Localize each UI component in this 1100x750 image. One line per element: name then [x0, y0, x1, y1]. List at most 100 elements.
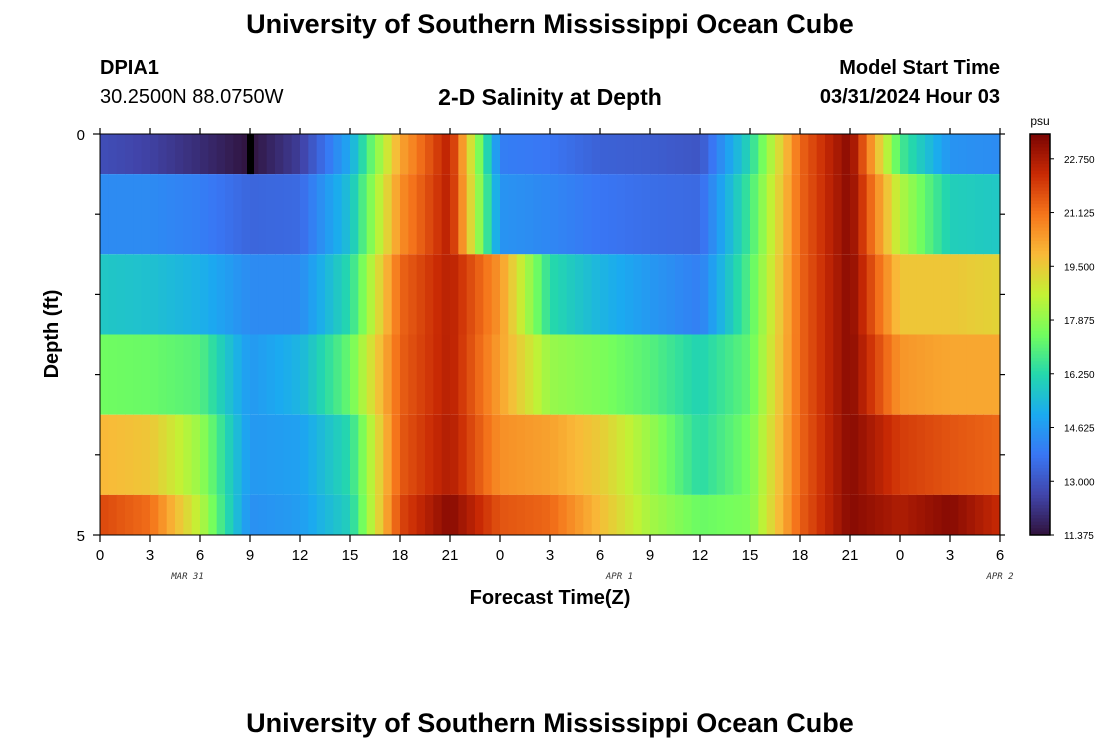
x-tick-label: 18 [392, 547, 409, 564]
heatmap-cell [283, 414, 293, 495]
heatmap-cell [950, 134, 959, 175]
colorbar-segment [1030, 401, 1050, 406]
colorbar-unit-label: psu [1030, 114, 1049, 128]
x-tick-label: 12 [292, 547, 309, 564]
heatmap-cell [833, 334, 843, 415]
heatmap-cell [200, 174, 209, 255]
heatmap-cell [908, 174, 918, 255]
x-tick-label: 6 [596, 547, 604, 564]
main-title: University of Southern Mississippi Ocean… [246, 9, 854, 39]
heatmap-cell [700, 334, 709, 415]
heatmap-cell [625, 494, 634, 535]
heatmap-cell [675, 254, 684, 335]
colorbar-segment [1030, 190, 1050, 195]
heatmap-cell [858, 254, 868, 335]
heatmap-cell [983, 494, 993, 535]
colorbar-segment [1030, 147, 1050, 152]
heatmap-cell [150, 174, 159, 255]
heatmap-cell [375, 414, 384, 495]
heatmap-cell [400, 174, 409, 255]
heatmap-cell [708, 414, 718, 495]
heatmap-cell [183, 134, 193, 175]
heatmap-cell [883, 134, 893, 175]
heatmap-cell [108, 174, 118, 255]
colorbar-segment [1030, 237, 1050, 242]
date-label: APR 1 [605, 572, 633, 582]
heatmap-cell [991, 334, 1001, 415]
x-tick-label: 0 [96, 547, 104, 564]
heatmap-cell [758, 254, 768, 335]
colorbar-segment [1030, 508, 1050, 513]
heatmap-cell [516, 254, 526, 335]
heatmap-cell [708, 334, 718, 415]
heatmap-cell [416, 174, 426, 255]
heatmap-cell [458, 254, 468, 335]
heatmap-cell [583, 414, 593, 495]
colorbar: 22.750 21.125 19.500 17.875 16.250 14.625 13.0… [1029, 133, 1095, 542]
heatmap-cell [725, 334, 734, 415]
heatmap-cell [166, 134, 176, 175]
heatmap-cell [541, 334, 551, 415]
heatmap-cell [250, 174, 259, 255]
colorbar-segment [1030, 431, 1050, 436]
heatmap-cell [900, 174, 909, 255]
heatmap-cell [975, 334, 984, 415]
colorbar-segment [1030, 144, 1050, 148]
heatmap-cell [375, 334, 384, 415]
heatmap-cell [466, 414, 476, 495]
heatmap-cell [766, 254, 776, 335]
heatmap-cell [950, 174, 959, 255]
heatmap-cell [366, 254, 376, 335]
heatmap-cell [891, 414, 901, 495]
heatmap-cell [450, 174, 459, 255]
heatmap-cell [241, 414, 251, 495]
heatmap-cell [833, 494, 843, 535]
colorbar-segment [1030, 277, 1050, 282]
heatmap-cell [666, 334, 676, 415]
heatmap-cell [450, 414, 459, 495]
heatmap-cell [758, 334, 768, 415]
heatmap-cell [325, 414, 334, 495]
heatmap-cell [891, 334, 901, 415]
heatmap-cell [250, 334, 259, 415]
heatmap-cell [450, 494, 459, 535]
heatmap-cell [641, 334, 651, 415]
heatmap-cell [700, 494, 709, 535]
heatmap-cell [841, 254, 851, 335]
heatmap-cell [933, 254, 943, 335]
colorbar-segment [1030, 514, 1050, 519]
colorbar-segment [1030, 384, 1050, 389]
heatmap-cell [600, 134, 609, 175]
heatmap-cell [950, 254, 959, 335]
x-tick-label: 3 [546, 547, 554, 564]
heatmap-cell [508, 254, 518, 335]
heatmap-cell [808, 494, 818, 535]
heatmap-cell [983, 134, 993, 175]
heatmap-cell [366, 134, 376, 175]
heatmap-cell [891, 174, 901, 255]
colorbar-segment [1030, 311, 1050, 315]
heatmap-cell [333, 494, 343, 535]
heatmap-cell [425, 334, 434, 415]
colorbar-tick-label: 19.500 [1064, 262, 1095, 273]
heatmap-cell [141, 174, 151, 255]
heatmap-cell [150, 134, 159, 175]
heatmap-cell [241, 134, 251, 175]
heatmap-cell [550, 254, 559, 335]
heatmap-cell [383, 494, 393, 535]
heatmap-cell [433, 494, 443, 535]
heatmap-cell [866, 174, 876, 255]
heatmap-cell [483, 494, 493, 535]
heatmap-cell [691, 494, 701, 535]
heatmap-cell [350, 494, 359, 535]
heatmap-cell [491, 134, 501, 175]
heatmap-cell [225, 494, 234, 535]
heatmap-cell [233, 254, 243, 335]
heatmap-cell [433, 174, 443, 255]
heatmap-cell [491, 494, 501, 535]
colorbar-segment [1030, 284, 1050, 289]
heatmap-cell [658, 254, 668, 335]
heatmap-cell [741, 134, 751, 175]
heatmap-cell [416, 494, 426, 535]
heatmap-cell [391, 494, 401, 535]
